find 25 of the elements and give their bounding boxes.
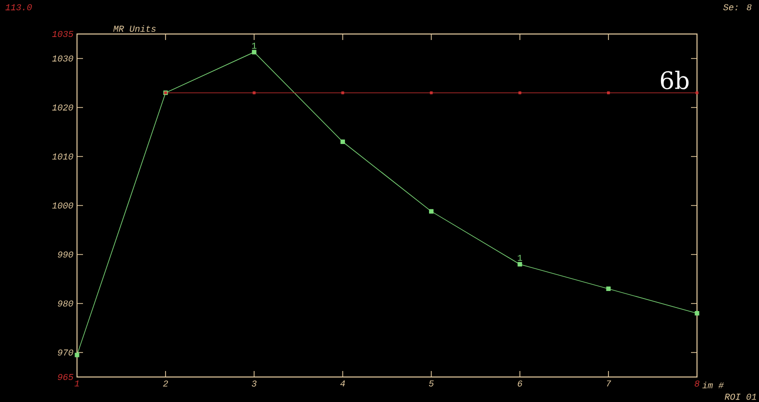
- y-tick-label: 1010: [52, 153, 74, 160]
- x-tick-label: 7: [606, 380, 612, 386]
- annotation: 1: [518, 254, 522, 261]
- y-axis-title: MR Units: [113, 25, 156, 32]
- x-tick-label: 8: [694, 380, 700, 387]
- x-tick-label: 1: [74, 380, 79, 386]
- x-axis-title: im #: [702, 382, 724, 388]
- y-tick-label: 1030: [52, 55, 74, 62]
- text: ROI 01: [724, 394, 756, 400]
- y-tick-label: 980: [58, 300, 74, 307]
- y-tick-label: 1020: [52, 104, 74, 111]
- y-tick-label: 965: [58, 374, 74, 380]
- y-tick-label: 970: [58, 349, 74, 356]
- annotation: 6b: [660, 70, 689, 90]
- annotation: 1: [252, 42, 256, 49]
- y-tick-label: 1000: [52, 202, 74, 209]
- y-tick-label: 1035: [52, 30, 74, 38]
- y-tick-label: 990: [58, 251, 74, 258]
- x-tick-label: 6: [518, 380, 522, 387]
- text: Se: 8: [723, 4, 752, 10]
- text: 113.0: [5, 4, 32, 10]
- x-tick-label: 5: [428, 380, 434, 387]
- x-tick-label: 4: [340, 380, 345, 386]
- x-tick-label: 3: [252, 380, 257, 387]
- x-tick-label: 2: [163, 380, 168, 387]
